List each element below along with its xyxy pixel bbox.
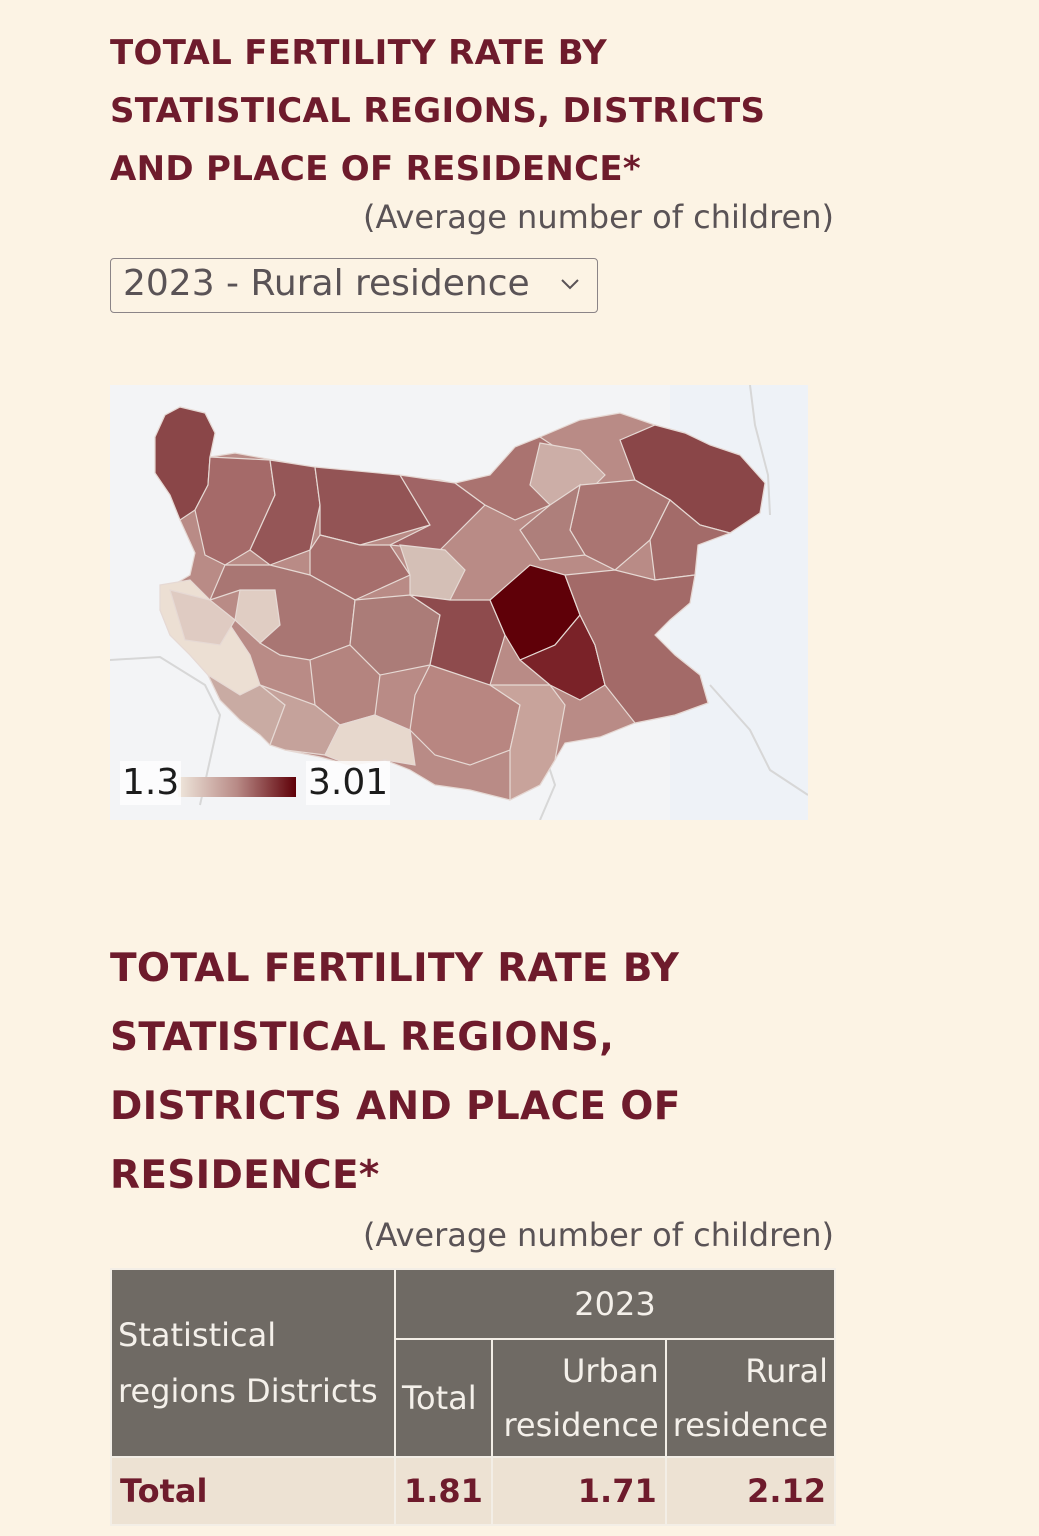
header-rural: Rural residence (664, 1338, 837, 1458)
row-name: Total (110, 1456, 396, 1526)
map-subtitle: (Average number of children) (362, 198, 834, 236)
legend-min-label: 1.3 (120, 761, 182, 805)
chevron-down-icon (561, 279, 579, 290)
table-title: TOTAL FERTILITY RATE BY STATISTICAL REGI… (110, 946, 681, 1198)
year-residence-select[interactable]: 2023 - Rural residence (110, 258, 598, 313)
bulgaria-map (110, 385, 808, 820)
header-year: 2023 (393, 1268, 837, 1340)
header-urban: Urban residence (490, 1338, 667, 1458)
legend-max-label: 3.01 (306, 761, 391, 805)
row-total: 1.81 (393, 1456, 493, 1526)
row-urban: 1.71 (490, 1456, 667, 1526)
select-value: 2023 - Rural residence (123, 263, 530, 304)
fertility-table: Statistical regions Districts 2023 Total… (110, 1268, 837, 1526)
header-total: Total (393, 1338, 493, 1458)
legend-gradient (178, 777, 296, 797)
table-row: Total 1.81 1.71 2.12 (110, 1456, 837, 1526)
row-rural: 2.12 (664, 1456, 837, 1526)
header-region: Statistical regions Districts (110, 1268, 396, 1458)
table-subtitle: (Average number of children) (362, 1216, 834, 1254)
map-title: TOTAL FERTILITY RATE BY STATISTICAL REGI… (110, 33, 766, 189)
choropleth-map: 1.3 3.01 (110, 385, 808, 820)
